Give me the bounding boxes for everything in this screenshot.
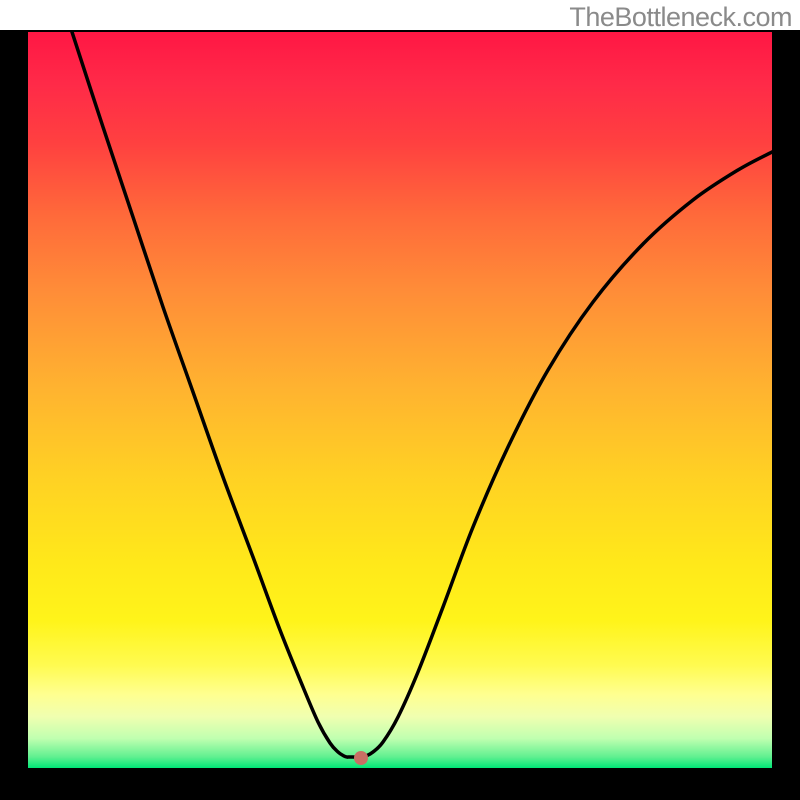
bottleneck-curve — [28, 32, 772, 768]
watermark-text: TheBottleneck.com — [569, 2, 792, 33]
minimum-marker — [354, 751, 368, 765]
chart-frame — [0, 30, 800, 800]
plot-area — [28, 32, 772, 768]
